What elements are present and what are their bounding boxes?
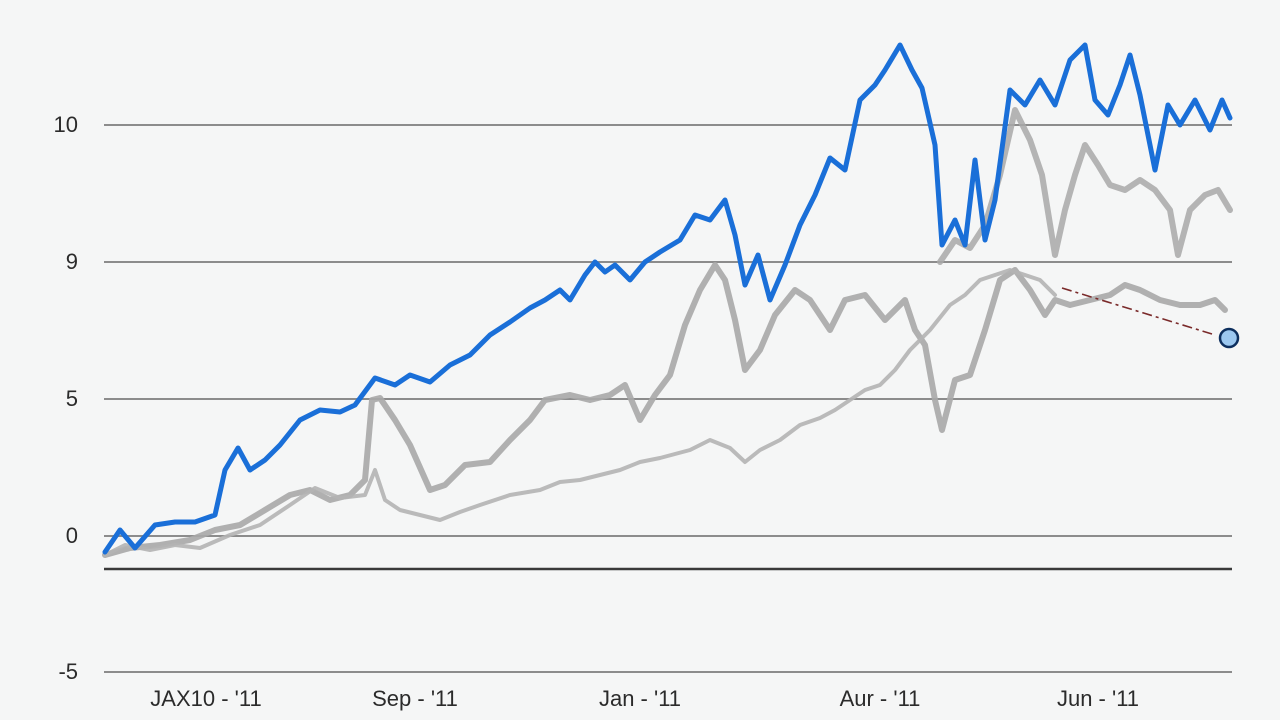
y-tick-label: 9 — [65, 249, 78, 274]
series-line — [102, 42, 1233, 555]
y-tick-label: 10 — [53, 112, 78, 137]
x-tick-label: JAX10 - '11 — [150, 686, 262, 711]
gridlines — [104, 124, 1232, 673]
x-tick-label: Aur - '11 — [839, 686, 921, 711]
y-tick-label: 0 — [65, 523, 78, 548]
end-point-dot[interactable] — [1218, 327, 1240, 349]
end-point-marker[interactable] — [1218, 327, 1240, 349]
trend-line — [1061, 287, 1213, 335]
x-tick-label: Jan - '11 — [598, 686, 682, 711]
series-line — [102, 262, 1228, 558]
x-tick-label: Sep - '11 — [372, 686, 458, 711]
series-line — [103, 268, 1057, 557]
x-tick-label: Jun - '11 — [1056, 686, 1140, 711]
y-tick-label: -5 — [58, 659, 78, 684]
series-layer — [102, 42, 1233, 558]
y-tick-label: 5 — [65, 386, 78, 411]
